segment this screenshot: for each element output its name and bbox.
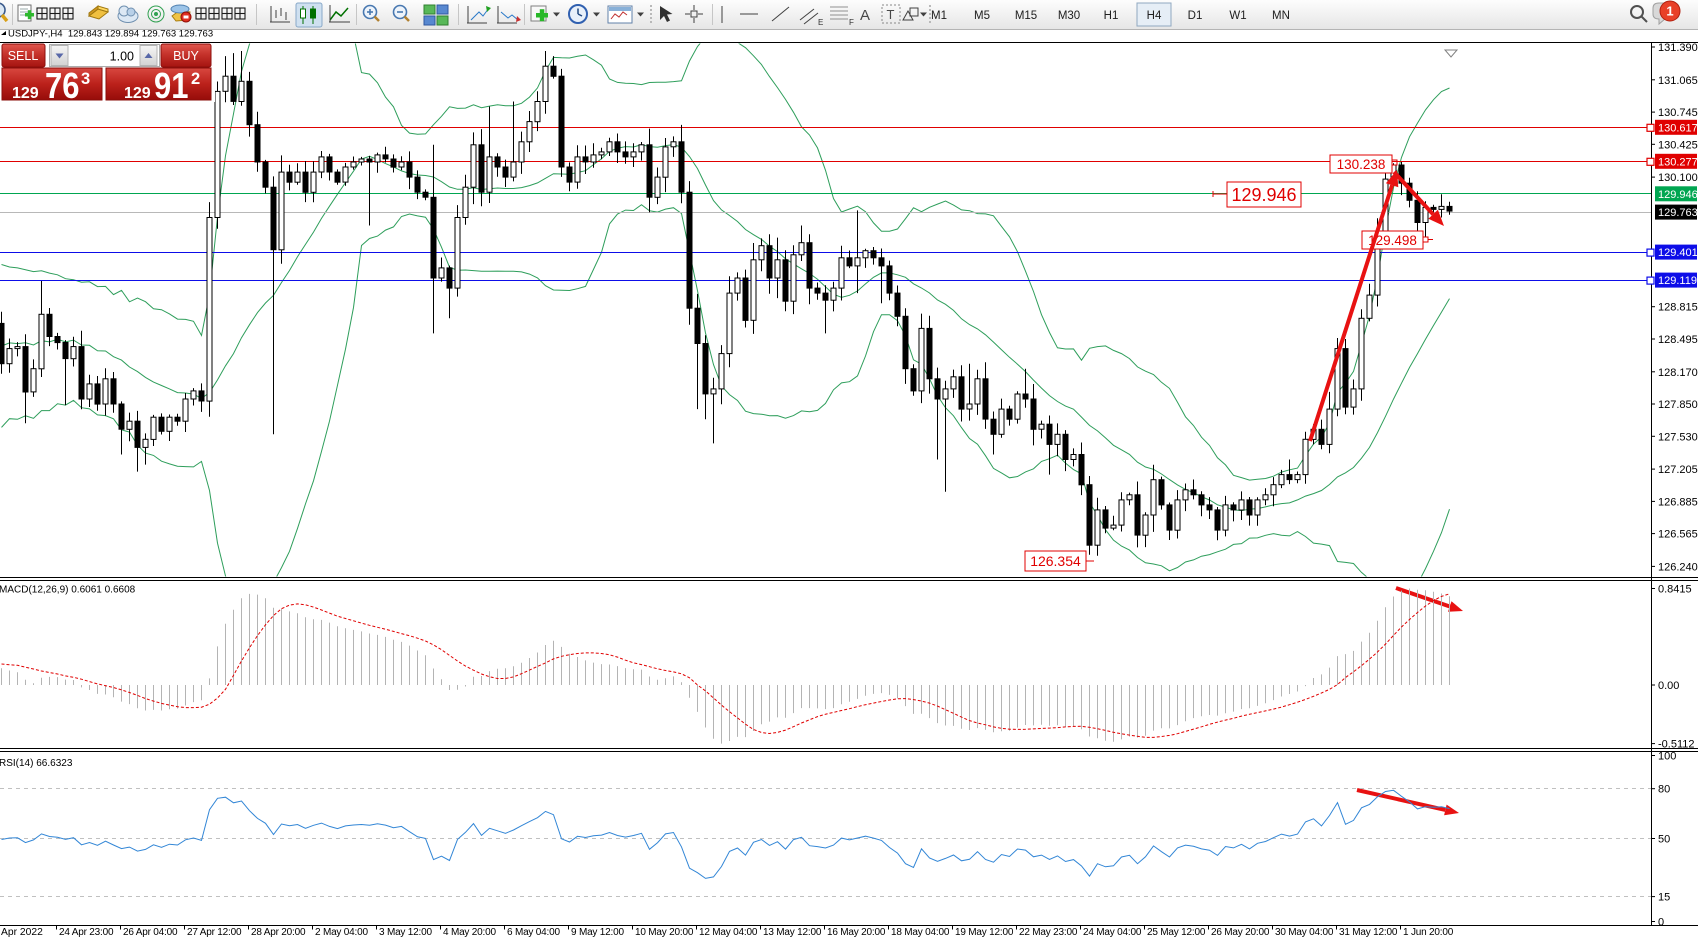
svg-text:F: F [849,18,854,27]
svg-text:80: 80 [1658,784,1670,796]
svg-text:24 Apr 23:00: 24 Apr 23:00 [59,927,114,938]
svg-text:M5: M5 [974,10,990,22]
svg-text:129: 129 [12,85,39,102]
svg-text:1 Jun 20:00: 1 Jun 20:00 [1403,927,1454,938]
svg-text:E: E [818,18,823,27]
svg-text:28 Apr 20:00: 28 Apr 20:00 [251,927,306,938]
svg-text:127.205: 127.205 [1658,464,1698,476]
svg-text:129.498: 129.498 [1368,233,1417,248]
svg-text:129: 129 [124,85,151,102]
svg-text:130.100: 130.100 [1658,172,1698,184]
svg-text:126.240: 126.240 [1658,561,1698,573]
svg-text:130.238: 130.238 [1337,157,1386,172]
svg-text:M1: M1 [931,10,947,22]
svg-text:30 May 04:00: 30 May 04:00 [1275,927,1334,938]
svg-text:2 May 04:00: 2 May 04:00 [315,927,368,938]
svg-text:126.565: 126.565 [1658,529,1698,541]
svg-text:31 May 12:00: 31 May 12:00 [1339,927,1398,938]
svg-text:130.277: 130.277 [1658,156,1698,168]
svg-text:1.00: 1.00 [110,50,134,64]
svg-text:H4: H4 [1147,10,1162,22]
svg-text:3 May 12:00: 3 May 12:00 [379,927,432,938]
svg-text:25 May 12:00: 25 May 12:00 [1147,927,1206,938]
svg-text:6 May 04:00: 6 May 04:00 [507,927,560,938]
svg-text:129.763: 129.763 [1658,207,1698,219]
svg-text:131.390: 131.390 [1658,42,1698,54]
svg-text:22 May 23:00: 22 May 23:00 [1019,927,1078,938]
svg-text:126.885: 126.885 [1658,496,1698,508]
svg-text:18 May 04:00: 18 May 04:00 [891,927,950,938]
svg-text:16 May 20:00: 16 May 20:00 [827,927,886,938]
svg-text:127.850: 127.850 [1658,399,1698,411]
svg-text:0: 0 [1658,917,1664,929]
svg-text:128.815: 128.815 [1658,302,1698,314]
svg-text:129.946: 129.946 [1231,185,1296,205]
svg-text:129.401: 129.401 [1658,247,1698,259]
svg-text:MACD(12,26,9) 0.6061 0.6608: MACD(12,26,9) 0.6061 0.6608 [0,585,136,596]
svg-text:Apr 2022: Apr 2022 [1,927,43,938]
svg-text:BUY: BUY [173,49,199,63]
svg-text:50: 50 [1658,834,1670,846]
svg-text:0.00: 0.00 [1658,680,1679,692]
svg-text:0.8415: 0.8415 [1658,584,1692,596]
svg-text:M15: M15 [1015,10,1037,22]
svg-text:26 Apr 04:00: 26 Apr 04:00 [123,927,178,938]
svg-text:128.495: 128.495 [1658,334,1698,346]
svg-text:M30: M30 [1058,10,1080,22]
svg-text:130.617: 130.617 [1658,122,1698,134]
svg-text:2: 2 [191,70,200,88]
svg-text:128.170: 128.170 [1658,367,1698,379]
svg-text:15: 15 [1658,892,1670,904]
svg-text:19 May 12:00: 19 May 12:00 [955,927,1014,938]
svg-text:131.065: 131.065 [1658,75,1698,87]
svg-text:T: T [887,7,895,22]
svg-text:130.745: 130.745 [1658,107,1698,119]
svg-text:12 May 04:00: 12 May 04:00 [699,927,758,938]
svg-text:129.946: 129.946 [1658,189,1698,201]
svg-text:13 May 12:00: 13 May 12:00 [763,927,822,938]
svg-text:91: 91 [154,67,188,107]
svg-text:129.119: 129.119 [1658,275,1697,287]
svg-text:-0.5112: -0.5112 [1658,739,1695,751]
svg-text:10 May 20:00: 10 May 20:00 [635,927,694,938]
svg-text:USDJPY-,H4 129.843 129.894 12: USDJPY-,H4 129.843 129.894 129.763 129.7… [8,30,213,40]
svg-text:D1: D1 [1188,10,1203,22]
svg-text:26 May 20:00: 26 May 20:00 [1211,927,1270,938]
svg-text:4 May 20:00: 4 May 20:00 [443,927,496,938]
svg-text:9 May 12:00: 9 May 12:00 [571,927,624,938]
svg-text:100: 100 [1658,751,1676,763]
svg-text:126.354: 126.354 [1030,553,1081,569]
svg-text:H1: H1 [1104,10,1119,22]
svg-text:24 May 04:00: 24 May 04:00 [1083,927,1142,938]
svg-text:130.425: 130.425 [1658,139,1698,151]
svg-text:3: 3 [81,70,90,88]
svg-text:W1: W1 [1229,10,1246,22]
svg-text:27 Apr 12:00: 27 Apr 12:00 [187,927,242,938]
svg-text:RSI(14) 66.6323: RSI(14) 66.6323 [0,758,73,769]
svg-text:127.530: 127.530 [1658,431,1698,443]
svg-text:SELL: SELL [8,49,39,63]
svg-text:1: 1 [1666,4,1673,19]
svg-text:76: 76 [45,67,79,107]
svg-text:MN: MN [1272,10,1290,22]
svg-text:A: A [860,7,870,24]
